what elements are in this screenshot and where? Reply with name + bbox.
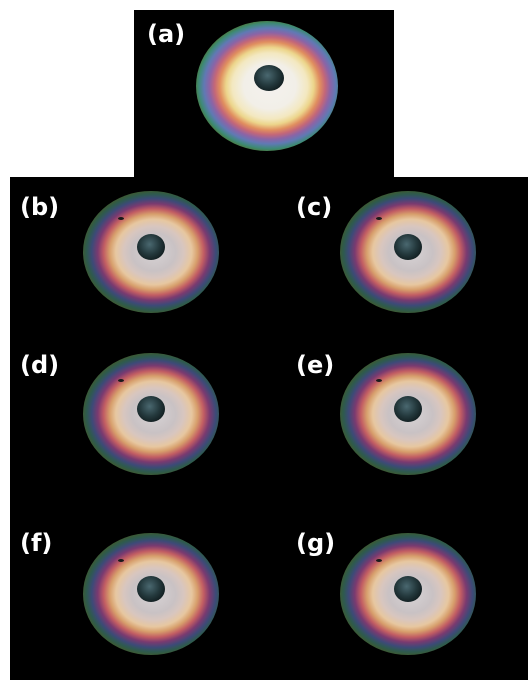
dark-center-g [394, 576, 422, 602]
panel-label-a: (a) [147, 20, 186, 48]
speck-c [376, 217, 382, 220]
panel-label-b: (b) [20, 193, 60, 221]
panel-label-f: (f) [20, 529, 53, 557]
dark-center-b [137, 234, 165, 260]
speck-d [118, 379, 124, 382]
dark-center-e [394, 396, 422, 422]
dark-center-f [137, 576, 165, 602]
panel-label-c: (c) [296, 193, 333, 221]
panel-label-e: (e) [296, 351, 335, 379]
panel-grid: (b) (c) (d) (e) (f) (g) [10, 177, 528, 680]
speck-b [118, 217, 124, 220]
panel-a: (a) [134, 10, 394, 180]
dark-center-d [137, 396, 165, 422]
speck-e [376, 379, 382, 382]
speck-g [376, 559, 382, 562]
panel-label-d: (d) [20, 351, 60, 379]
dark-center-a [254, 65, 284, 91]
speck-f [118, 559, 124, 562]
dark-center-c [394, 234, 422, 260]
panel-label-g: (g) [296, 529, 336, 557]
